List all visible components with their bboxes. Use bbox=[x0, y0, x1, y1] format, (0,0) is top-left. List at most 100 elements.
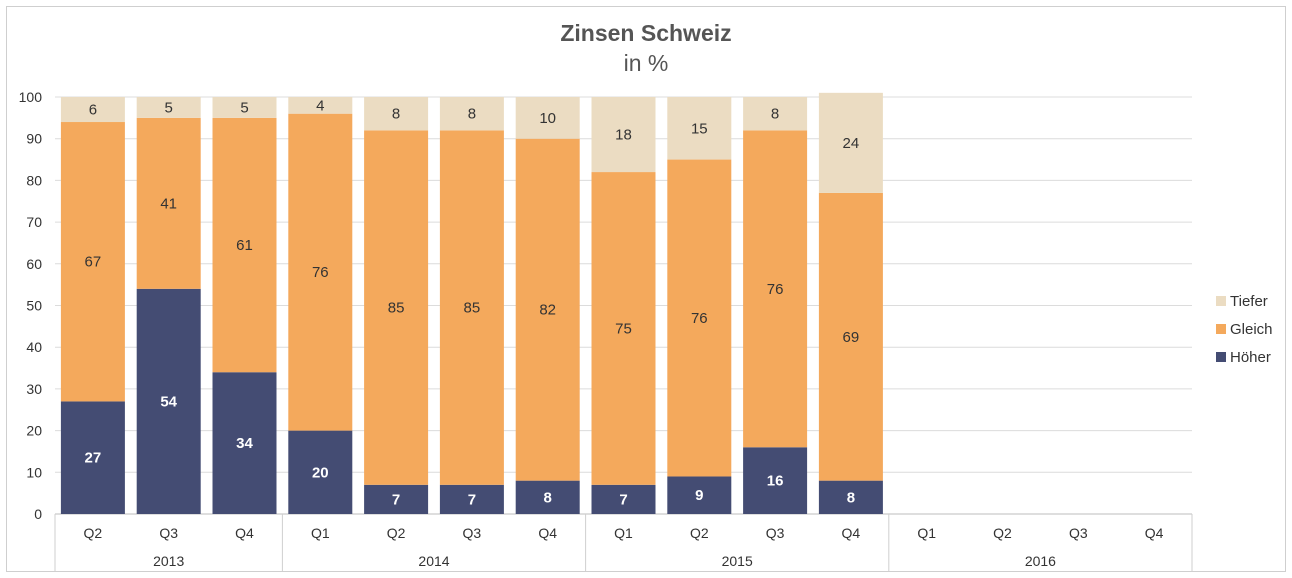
bar-segment-gleich bbox=[288, 113, 353, 431]
x-tick-label: Q4 bbox=[1145, 525, 1164, 541]
y-axis: 0 10 20 30 40 50 60 70 80 90 100 bbox=[19, 89, 43, 522]
bar-segment-tiefer bbox=[439, 97, 504, 131]
x-tick-label: Q1 bbox=[614, 525, 633, 541]
bar-segment-tiefer bbox=[60, 97, 125, 123]
y-tick-label: 90 bbox=[26, 131, 42, 147]
x-tick-label: Q3 bbox=[766, 525, 785, 541]
bar-segment-höher bbox=[743, 447, 808, 514]
x-tick-label: Q4 bbox=[538, 525, 557, 541]
bar-segment-gleich bbox=[212, 117, 277, 373]
y-tick-label: 80 bbox=[26, 172, 42, 188]
x-tick-label: Q2 bbox=[690, 525, 709, 541]
y-tick-label: 0 bbox=[34, 506, 42, 522]
data-label: 69 bbox=[843, 329, 860, 346]
data-label: 85 bbox=[464, 300, 481, 317]
chart-title: Zinsen Schweiz bbox=[560, 20, 732, 46]
bar-segment-tiefer bbox=[591, 97, 656, 173]
bar-segment-höher bbox=[667, 476, 732, 514]
x-tick-label: Q3 bbox=[463, 525, 482, 541]
data-label: 5 bbox=[240, 99, 248, 116]
data-label: 61 bbox=[236, 237, 253, 254]
x-tick-label: Q2 bbox=[993, 525, 1012, 541]
bar-segment-tiefer bbox=[364, 97, 429, 131]
data-label: 76 bbox=[691, 310, 708, 327]
y-tick-label: 60 bbox=[26, 256, 42, 272]
data-label: 18 bbox=[615, 127, 632, 144]
chart-subtitle: in % bbox=[623, 50, 669, 76]
bar-segment-höher bbox=[364, 484, 429, 514]
y-tick-label: 70 bbox=[26, 214, 42, 230]
bar-segment-gleich bbox=[364, 130, 429, 485]
bar-segment-tiefer bbox=[288, 97, 353, 114]
x-tick-label: Q2 bbox=[387, 525, 406, 541]
bar-segment-höher bbox=[591, 484, 656, 514]
data-label: 76 bbox=[312, 264, 329, 281]
bar-segment-gleich bbox=[591, 172, 656, 485]
legend-label: Tiefer bbox=[1230, 293, 1268, 310]
data-label: 76 bbox=[767, 281, 784, 298]
data-label: 82 bbox=[539, 302, 556, 319]
bar-segment-höher bbox=[515, 480, 580, 514]
data-label: 41 bbox=[160, 195, 177, 212]
bar-segment-tiefer bbox=[212, 97, 277, 118]
bars: 2767654415346152076478587858882107751897… bbox=[60, 92, 883, 514]
data-label: 75 bbox=[615, 320, 632, 337]
y-tick-label: 20 bbox=[26, 423, 42, 439]
data-label: 6 bbox=[89, 102, 97, 119]
x-tick-label: Q4 bbox=[235, 525, 254, 541]
bar-segment-gleich bbox=[743, 130, 808, 448]
bar-segment-höher bbox=[212, 372, 277, 514]
bar-segment-gleich bbox=[60, 122, 125, 402]
data-label: 8 bbox=[771, 106, 779, 123]
bar-segment-gleich bbox=[515, 138, 580, 481]
bar-segment-höher bbox=[60, 401, 125, 514]
y-tick-label: 100 bbox=[19, 89, 43, 105]
data-label: 8 bbox=[847, 489, 855, 506]
data-label: 9 bbox=[695, 487, 703, 504]
data-label: 34 bbox=[236, 435, 253, 452]
y-tick-label: 40 bbox=[26, 339, 42, 355]
bar-segment-höher bbox=[818, 480, 883, 514]
legend: Tiefer Gleich Höher bbox=[1216, 293, 1273, 366]
data-label: 24 bbox=[843, 135, 860, 152]
bar-segment-tiefer bbox=[136, 97, 201, 118]
data-label: 15 bbox=[691, 120, 708, 137]
bar-segment-tiefer bbox=[515, 97, 580, 139]
bar-segment-gleich bbox=[439, 130, 504, 485]
legend-swatch-gleich bbox=[1216, 324, 1226, 334]
y-tick-label: 50 bbox=[26, 298, 42, 314]
x-tick-label: Q3 bbox=[159, 525, 178, 541]
year-group-label: 2013 bbox=[153, 553, 184, 569]
x-axis: Q2 Q3 Q4 Q1 Q2 Q3 Q4 Q1 Q2 Q3 Q4 Q1 Q2 Q3 Q4 2013 2014 20… bbox=[54, 514, 1193, 572]
data-label: 7 bbox=[392, 491, 400, 508]
data-label: 85 bbox=[388, 300, 405, 317]
data-label: 10 bbox=[539, 110, 556, 127]
bar-segment-gleich bbox=[667, 159, 732, 477]
x-tick-label: Q2 bbox=[84, 525, 103, 541]
legend-label: Gleich bbox=[1230, 321, 1273, 338]
data-label: 8 bbox=[468, 106, 476, 123]
bar-segment-gleich bbox=[818, 192, 883, 481]
data-label: 67 bbox=[85, 254, 102, 271]
bar-segment-tiefer bbox=[818, 92, 883, 193]
data-label: 20 bbox=[312, 464, 329, 481]
x-tick-label: Q1 bbox=[917, 525, 936, 541]
legend-swatch-höher bbox=[1216, 352, 1226, 362]
y-tick-label: 10 bbox=[26, 464, 42, 480]
year-group-label: 2014 bbox=[418, 553, 449, 569]
data-label: 54 bbox=[160, 393, 177, 410]
data-label: 27 bbox=[85, 450, 102, 467]
data-label: 8 bbox=[392, 106, 400, 123]
data-label: 8 bbox=[544, 489, 552, 506]
data-label: 4 bbox=[316, 97, 324, 114]
data-label: 5 bbox=[165, 99, 173, 116]
bar-segment-höher bbox=[439, 484, 504, 514]
bar-segment-höher bbox=[136, 288, 201, 514]
bar-segment-tiefer bbox=[743, 97, 808, 131]
data-label: 7 bbox=[468, 491, 476, 508]
bar-segment-gleich bbox=[136, 117, 201, 289]
bar-segment-tiefer bbox=[667, 97, 732, 160]
legend-swatch-tiefer bbox=[1216, 296, 1226, 306]
x-tick-label: Q4 bbox=[842, 525, 861, 541]
